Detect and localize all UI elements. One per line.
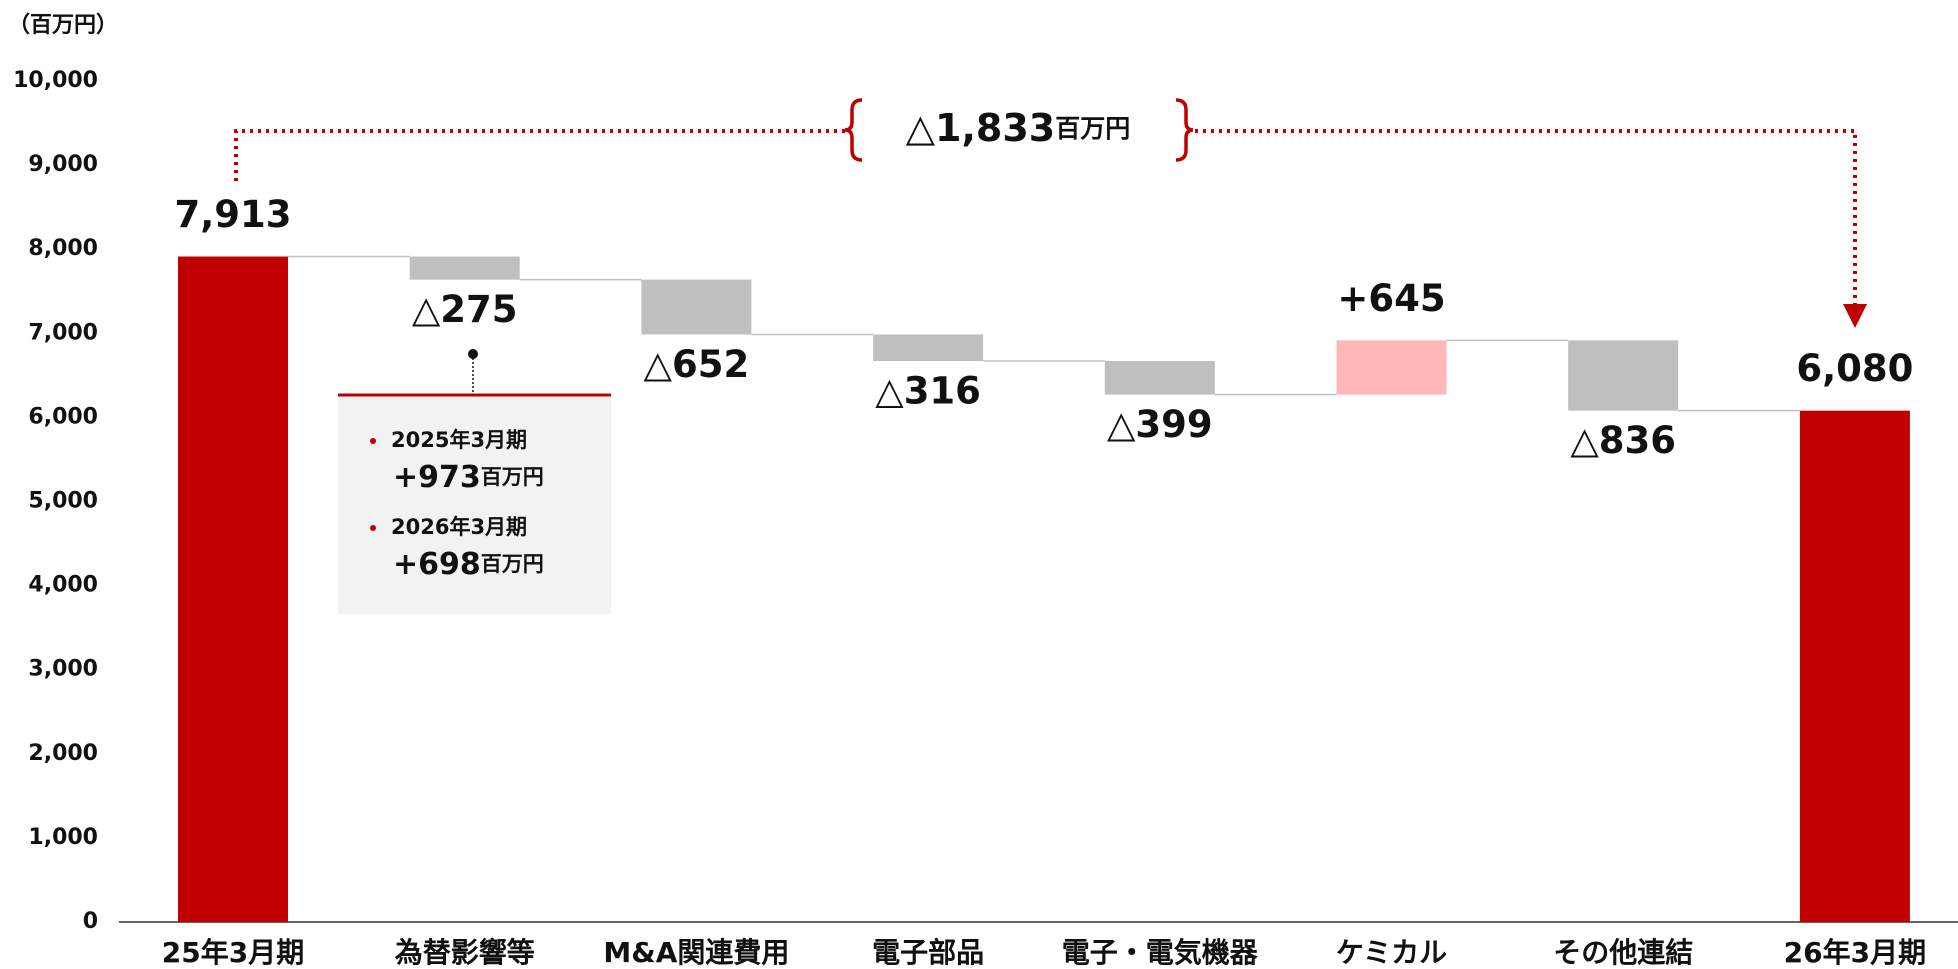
note-amount: +698百万円	[393, 547, 544, 582]
value-label: +645	[1337, 277, 1445, 320]
x-tick-label: M&A関連費用	[603, 936, 789, 969]
bar	[1336, 340, 1447, 395]
x-tick-label: 電子部品	[872, 936, 984, 969]
bar	[409, 256, 520, 280]
note-value: +973	[393, 460, 481, 495]
value-label: △316	[875, 370, 981, 413]
x-tick-label: 25年3月期	[162, 936, 304, 969]
note-unit: 百万円	[481, 552, 544, 576]
y-tick-label: 4,000	[28, 573, 98, 598]
change-annotation: △1,833百万円	[906, 106, 1130, 150]
bar	[178, 256, 288, 922]
y-tick-label: 2,000	[28, 741, 98, 766]
change-bracket-line	[234, 129, 1857, 306]
value-label: 7,913	[174, 193, 291, 236]
bullet	[370, 525, 376, 531]
value-label: △836	[1570, 419, 1676, 462]
y-tick-label: 3,000	[28, 657, 98, 682]
unit-label: （百万円）	[8, 13, 118, 38]
note-amount: +973百万円	[393, 460, 544, 495]
y-tick-label: 6,000	[28, 404, 98, 429]
note-dot	[468, 349, 478, 359]
note-period: 2025年3月期	[391, 428, 527, 452]
x-tick-label: 26年3月期	[1784, 936, 1926, 969]
y-tick-label: 7,000	[28, 320, 98, 345]
y-tick-label: 0	[83, 909, 98, 934]
bar	[873, 334, 984, 362]
y-tick-label: 10,000	[13, 68, 98, 93]
change-value: △1,833	[906, 106, 1055, 150]
value-label: △399	[1107, 403, 1213, 446]
x-tick-label: ケミカル	[1336, 936, 1447, 969]
note-box	[338, 395, 611, 614]
change-arrow	[1843, 304, 1867, 328]
bar	[1799, 410, 1910, 922]
y-tick-label: 1,000	[28, 825, 98, 850]
bar	[641, 279, 752, 335]
bracket-left	[844, 98, 863, 162]
x-tick-label: 為替影響等	[395, 936, 535, 969]
note-period: 2026年3月期	[391, 515, 527, 539]
value-label: △275	[412, 288, 518, 331]
change-unit: 百万円	[1055, 114, 1130, 143]
note-unit: 百万円	[481, 465, 544, 489]
x-tick-label: その他連結	[1553, 936, 1693, 969]
value-label: △652	[644, 343, 750, 386]
value-label: 6,080	[1796, 347, 1913, 390]
bracket-right	[1175, 98, 1194, 162]
note-value: +698	[393, 547, 481, 582]
x-tick-label: 電子・電気機器	[1062, 936, 1259, 969]
bullet	[370, 438, 376, 444]
y-tick-label: 5,000	[28, 489, 98, 514]
y-tick-label: 8,000	[28, 236, 98, 261]
y-tick-label: 9,000	[28, 152, 98, 177]
bar	[1568, 340, 1679, 411]
bar	[1104, 361, 1215, 395]
